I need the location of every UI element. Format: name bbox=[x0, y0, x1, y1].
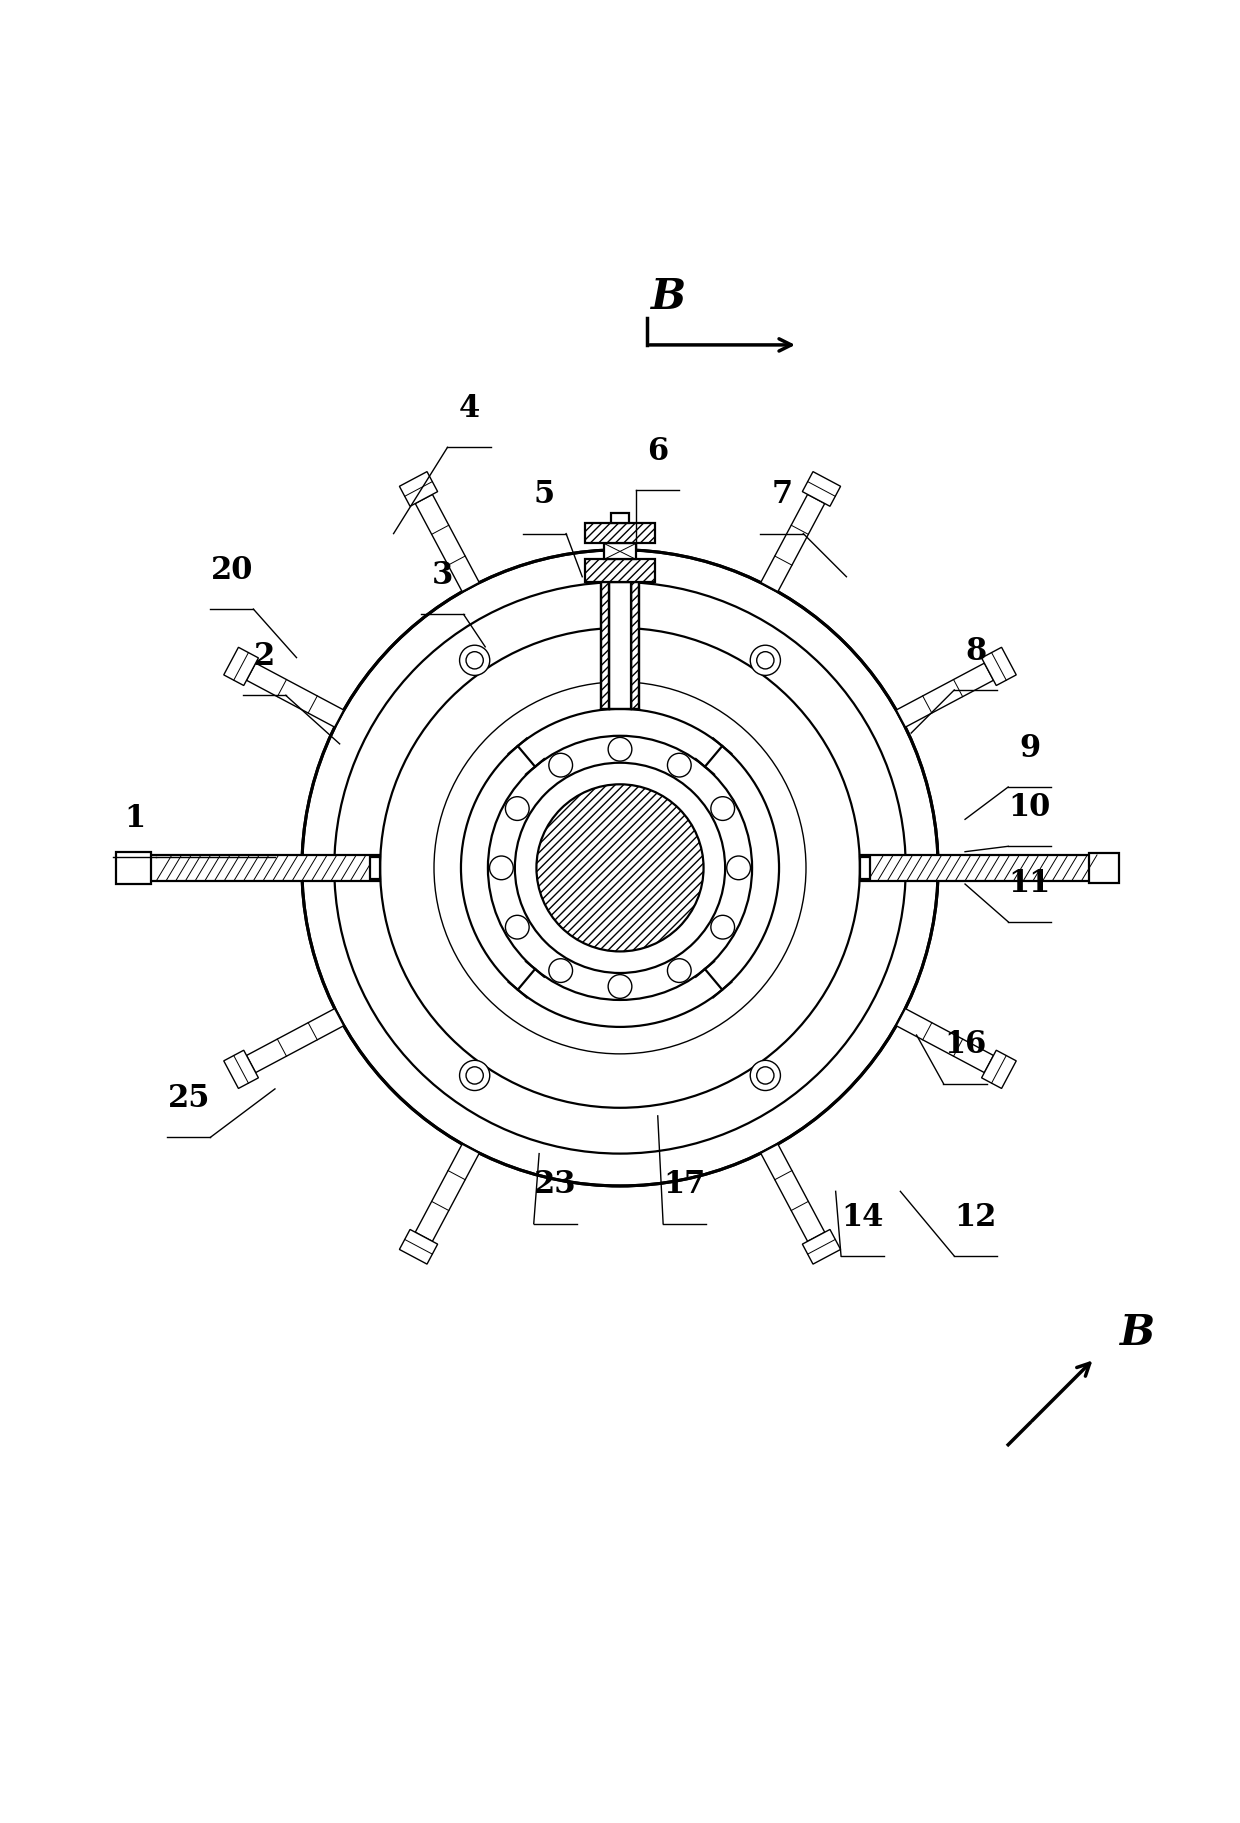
Circle shape bbox=[711, 915, 734, 939]
Text: 14: 14 bbox=[842, 1201, 884, 1232]
Polygon shape bbox=[247, 1010, 343, 1074]
Text: 3: 3 bbox=[432, 560, 453, 591]
Text: B: B bbox=[651, 277, 686, 319]
Circle shape bbox=[466, 1066, 484, 1085]
Polygon shape bbox=[897, 664, 993, 727]
Circle shape bbox=[549, 959, 573, 983]
Circle shape bbox=[756, 653, 774, 669]
Text: 1: 1 bbox=[124, 802, 145, 833]
Bar bbox=[371, 857, 381, 879]
Circle shape bbox=[537, 786, 703, 952]
Polygon shape bbox=[223, 1050, 258, 1088]
Polygon shape bbox=[399, 1231, 438, 1265]
Text: 4: 4 bbox=[459, 394, 480, 425]
Bar bbox=[585, 523, 655, 543]
Circle shape bbox=[750, 1061, 780, 1090]
Bar bbox=[1089, 853, 1118, 882]
Text: 2: 2 bbox=[253, 640, 275, 671]
Text: 6: 6 bbox=[647, 436, 668, 467]
Circle shape bbox=[466, 653, 484, 669]
Text: 16: 16 bbox=[944, 1028, 986, 1059]
Circle shape bbox=[506, 797, 529, 820]
Bar bbox=[631, 583, 640, 709]
Polygon shape bbox=[761, 1145, 825, 1241]
Text: 9: 9 bbox=[1019, 733, 1040, 764]
Polygon shape bbox=[802, 472, 841, 507]
Bar bbox=[585, 560, 655, 583]
Text: B: B bbox=[1120, 1311, 1156, 1353]
Polygon shape bbox=[247, 664, 343, 727]
Polygon shape bbox=[399, 472, 438, 507]
Text: 8: 8 bbox=[965, 636, 987, 667]
Polygon shape bbox=[802, 1231, 841, 1265]
Polygon shape bbox=[761, 496, 825, 592]
Text: 5: 5 bbox=[534, 479, 556, 510]
Circle shape bbox=[301, 551, 939, 1187]
Circle shape bbox=[460, 1061, 490, 1090]
Circle shape bbox=[549, 755, 573, 778]
Circle shape bbox=[667, 959, 691, 983]
Polygon shape bbox=[982, 647, 1017, 685]
Circle shape bbox=[756, 1066, 774, 1085]
Circle shape bbox=[490, 857, 513, 881]
Text: 12: 12 bbox=[955, 1201, 997, 1232]
Text: 17: 17 bbox=[663, 1169, 706, 1200]
Bar bbox=[604, 543, 636, 560]
Bar bbox=[859, 857, 869, 879]
Bar bbox=[609, 583, 631, 709]
Circle shape bbox=[460, 645, 490, 676]
Bar bbox=[115, 853, 151, 884]
Polygon shape bbox=[415, 496, 479, 592]
Polygon shape bbox=[982, 1050, 1017, 1088]
Circle shape bbox=[506, 915, 529, 939]
Polygon shape bbox=[223, 647, 258, 685]
Circle shape bbox=[750, 645, 780, 676]
Text: 23: 23 bbox=[534, 1169, 577, 1200]
Text: 7: 7 bbox=[771, 479, 792, 510]
Bar bbox=[145, 855, 381, 881]
Text: 20: 20 bbox=[211, 554, 253, 585]
Bar bbox=[859, 855, 1095, 881]
Circle shape bbox=[608, 975, 632, 999]
Text: 10: 10 bbox=[1008, 791, 1050, 822]
Bar bbox=[611, 514, 629, 523]
Circle shape bbox=[727, 857, 750, 881]
Circle shape bbox=[667, 755, 691, 778]
Text: 11: 11 bbox=[1008, 868, 1050, 899]
Text: 25: 25 bbox=[167, 1083, 210, 1114]
Bar bbox=[600, 583, 609, 709]
Polygon shape bbox=[415, 1145, 479, 1241]
Circle shape bbox=[711, 797, 734, 820]
Circle shape bbox=[608, 738, 632, 762]
Polygon shape bbox=[897, 1010, 993, 1074]
